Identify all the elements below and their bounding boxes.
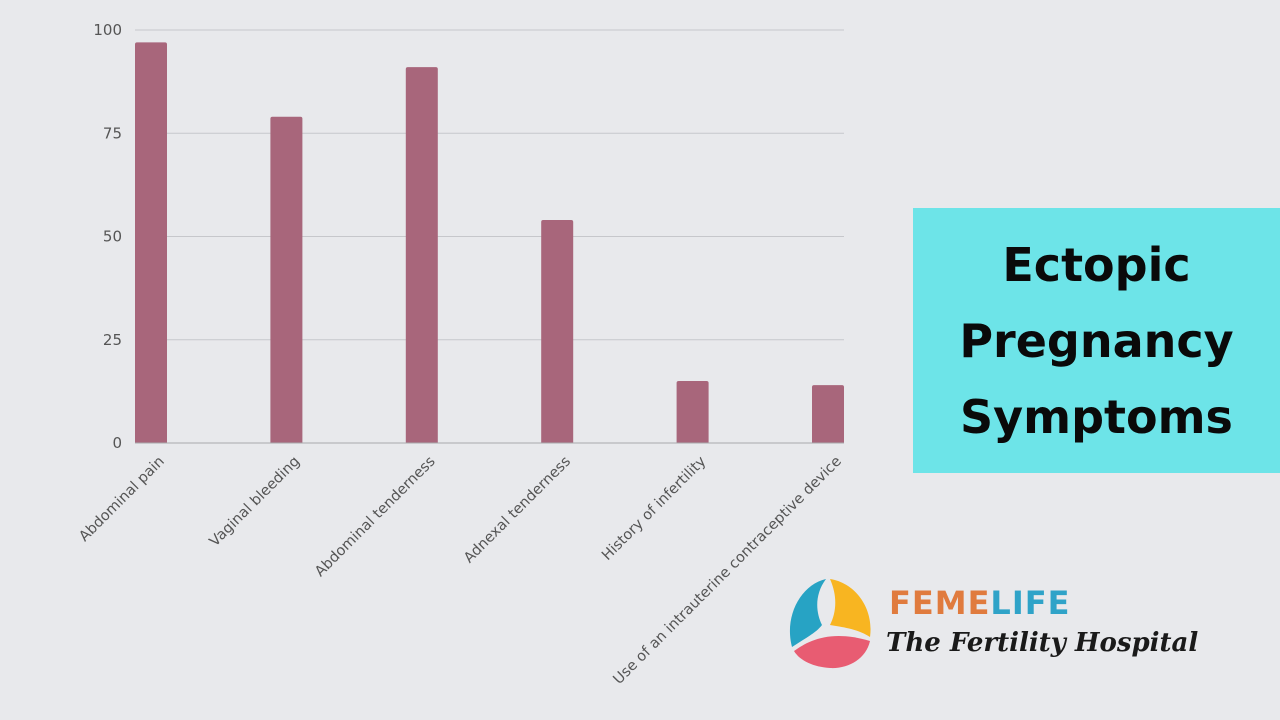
bar xyxy=(676,381,709,443)
brand-name-life: LIFE xyxy=(990,584,1071,622)
logo-petal-pink xyxy=(794,635,870,669)
brand-name: FEMELIFE xyxy=(889,583,1070,623)
logo-petal-yellow xyxy=(830,579,871,637)
bar xyxy=(135,42,167,443)
bar xyxy=(812,385,844,443)
x-tick-label: Abdominal pain xyxy=(76,454,167,545)
x-tick-label: Abdominal tenderness xyxy=(312,454,439,581)
title-line-3: Symptoms xyxy=(960,389,1233,444)
y-axis-ticks: 0 25 50 75 100 xyxy=(93,21,122,452)
bar xyxy=(405,67,438,444)
grid-lines xyxy=(135,29,844,341)
y-tick-label: 0 xyxy=(112,434,122,452)
x-tick-label: Adnexal tenderness xyxy=(461,454,574,567)
x-tick-label: History of infertility xyxy=(599,453,710,564)
logo-mark-icon xyxy=(789,579,871,669)
brand-tagline: The Fertility Hospital xyxy=(886,628,1199,658)
y-tick-label: 75 xyxy=(103,124,122,142)
brand-name-feme: FEME xyxy=(889,584,991,622)
title-box: Ectopic Pregnancy Symptoms xyxy=(913,208,1280,473)
y-tick-label: 100 xyxy=(93,21,122,39)
title-line-2: Pregnancy xyxy=(959,313,1234,368)
femelife-logo: FEMELIFE The Fertility Hospital xyxy=(786,577,1198,672)
x-axis-labels: Abdominal pain Vaginal bleeding Abdominal … xyxy=(76,453,845,688)
bar-chart: 0 25 50 75 100 Abdominal pain Vaginal bleedin… xyxy=(76,21,845,688)
y-tick-label: 50 xyxy=(103,228,122,246)
bar xyxy=(270,116,303,443)
y-tick-label: 25 xyxy=(103,331,122,349)
bar xyxy=(541,219,574,443)
bars xyxy=(135,42,844,444)
title-line-1: Ectopic xyxy=(1002,237,1191,292)
x-tick-label: Vaginal bleeding xyxy=(207,454,303,550)
logo-petal-blue xyxy=(789,579,826,647)
